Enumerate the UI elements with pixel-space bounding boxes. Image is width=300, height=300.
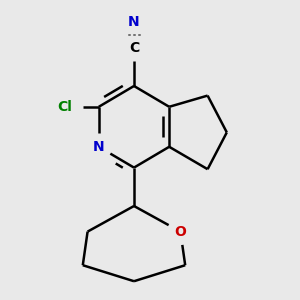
- Text: Cl: Cl: [58, 100, 73, 114]
- Text: C: C: [129, 40, 139, 55]
- Text: O: O: [175, 225, 186, 238]
- Text: N: N: [128, 15, 140, 29]
- Text: N: N: [93, 140, 105, 154]
